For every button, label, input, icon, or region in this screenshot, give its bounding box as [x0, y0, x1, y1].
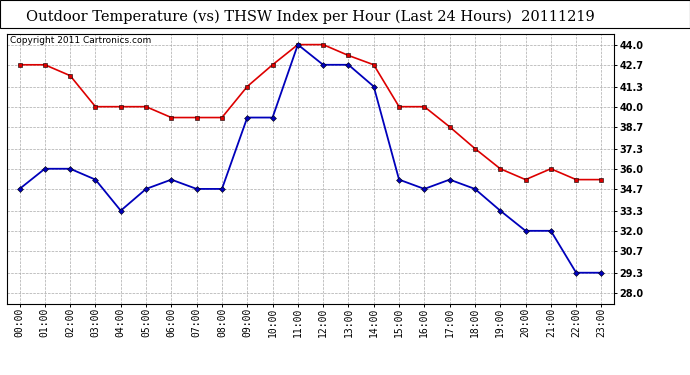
Text: Copyright 2011 Cartronics.com: Copyright 2011 Cartronics.com — [10, 36, 151, 45]
Text: Outdoor Temperature (vs) THSW Index per Hour (Last 24 Hours)  20111219: Outdoor Temperature (vs) THSW Index per … — [26, 9, 595, 24]
